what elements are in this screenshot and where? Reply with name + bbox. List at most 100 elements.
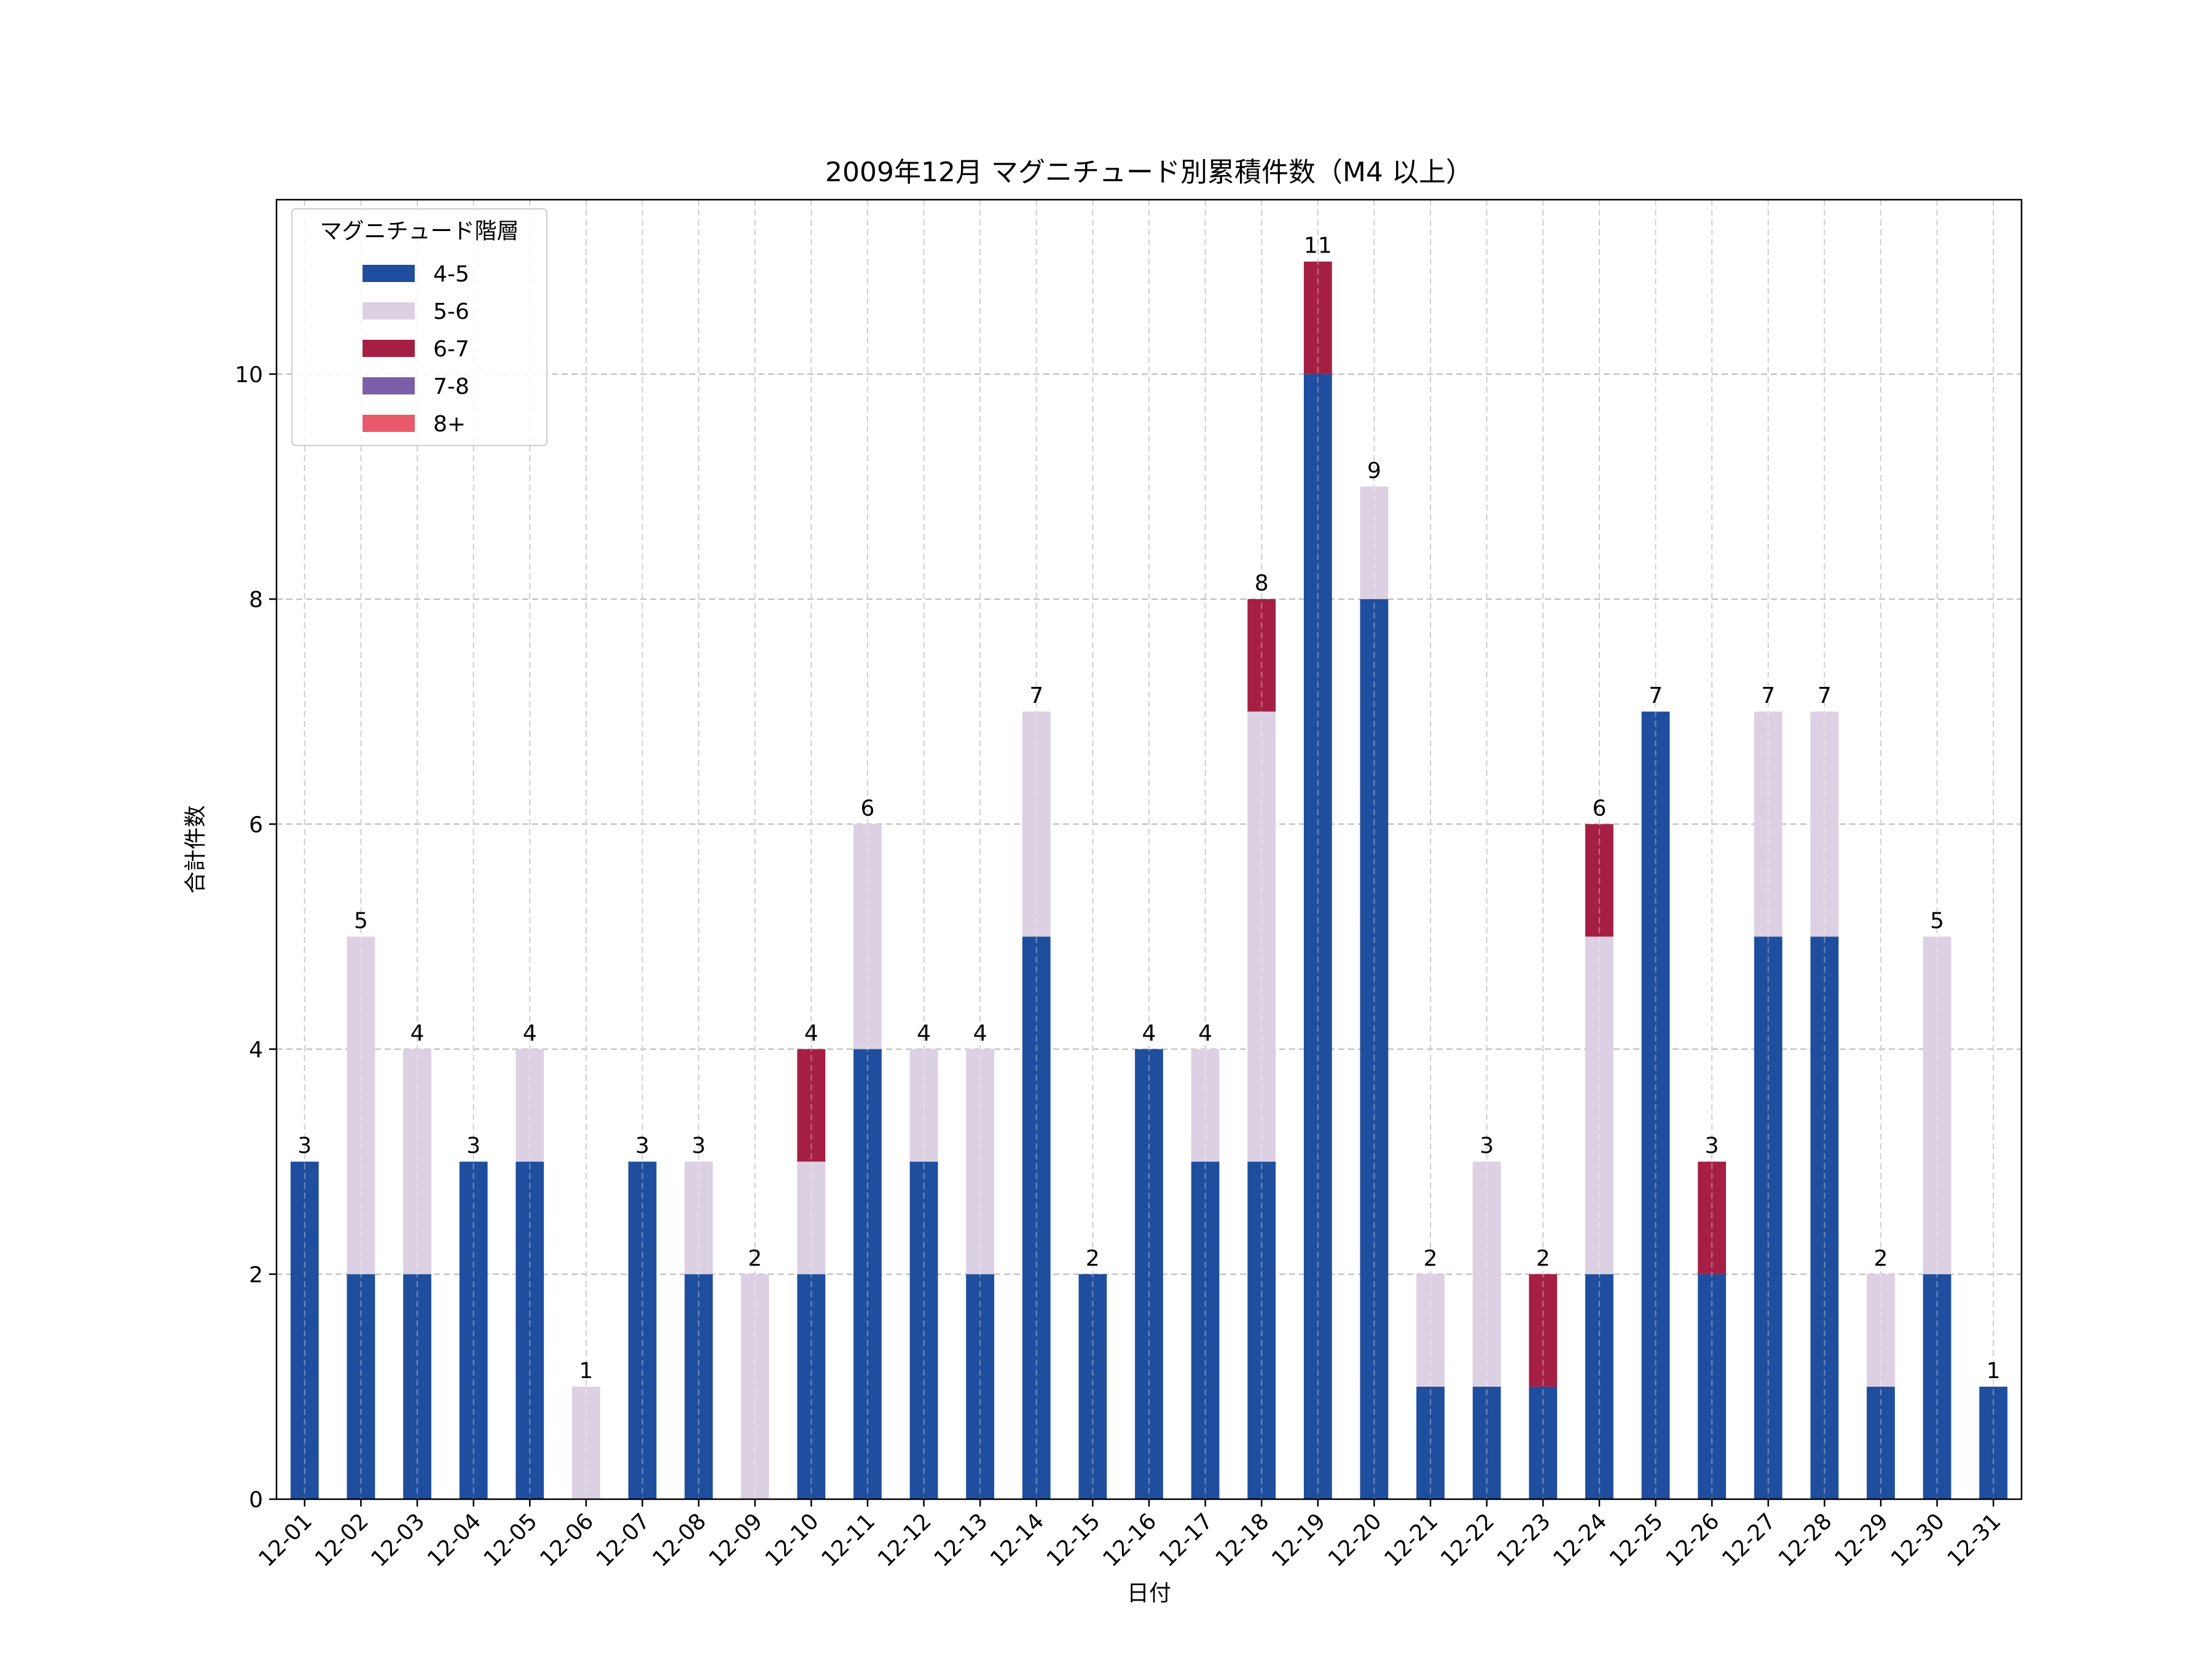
bar-total-label: 5: [354, 908, 368, 933]
bar-segment-6-7: [1585, 824, 1614, 937]
bar-segment-4-5: [1923, 1274, 1951, 1499]
bar-segment-4-5: [1416, 1386, 1445, 1499]
bar-total-label: 4: [973, 1021, 987, 1046]
bar-segment-6-7: [797, 1049, 826, 1162]
y-tick-label: 10: [235, 363, 263, 388]
bar-segment-5-6: [1867, 1274, 1895, 1387]
bar-total-label: 2: [1424, 1246, 1438, 1271]
bar-segment-4-5: [290, 1161, 319, 1499]
bar-segment-5-6: [1022, 711, 1051, 937]
bar-total-label: 4: [523, 1021, 537, 1046]
x-axis-label: 日付: [1127, 1581, 1171, 1606]
bar-segment-4-5: [1585, 1274, 1614, 1499]
bar-total-label: 2: [1536, 1246, 1550, 1271]
bar-segment-4-5: [1979, 1386, 2008, 1499]
chart-title: 2009年12月 マグニチュード別累積件数（M4 以上）: [825, 157, 1473, 188]
bar-total-label: 3: [1705, 1134, 1719, 1159]
bar-segment-5-6: [853, 824, 882, 1049]
bar-total-label: 4: [410, 1021, 425, 1046]
bar-total-label: 3: [635, 1134, 649, 1159]
bar-segment-4-5: [1078, 1274, 1107, 1499]
bar-segment-4-5: [1529, 1386, 1558, 1499]
legend-label-6-7: 6-7: [433, 337, 469, 362]
y-axis-label: 合計件数: [183, 805, 208, 893]
bar-segment-4-5: [459, 1161, 488, 1499]
y-tick-label: 4: [249, 1038, 263, 1063]
bar-total-label: 3: [466, 1134, 480, 1159]
bar-total-label: 2: [1086, 1246, 1100, 1271]
bar-segment-5-6: [1360, 486, 1389, 600]
bar-segment-5-6: [403, 1049, 431, 1274]
bar-segment-4-5: [1191, 1161, 1220, 1499]
bar-segment-5-6: [1247, 711, 1276, 1162]
bar-total-label: 1: [1986, 1358, 2001, 1384]
bar-total-label: 6: [860, 796, 874, 821]
legend-title: マグニチュード階層: [320, 219, 519, 244]
legend-label-8+: 8+: [433, 412, 466, 437]
bar-total-label: 3: [1480, 1134, 1494, 1159]
bar-total-label: 9: [1367, 458, 1381, 484]
bar-total-label: 4: [917, 1021, 931, 1046]
bar-segment-5-6: [1923, 936, 1951, 1274]
bar-segment-4-5: [797, 1274, 826, 1499]
bar-total-label: 2: [748, 1246, 762, 1271]
bar-segment-5-6: [740, 1274, 769, 1499]
bar-segment-4-5: [684, 1274, 713, 1499]
legend-items: 4-5 5-6 6-7 7-8 8+: [363, 262, 469, 437]
bar-total-label: 6: [1592, 796, 1606, 821]
bar-segment-6-7: [1303, 261, 1332, 374]
bar-segment-4-5: [628, 1161, 657, 1499]
bar-segment-4-5: [1810, 936, 1839, 1499]
legend-box: [291, 208, 547, 446]
y-tick-label: 6: [249, 812, 263, 837]
legend-swatch-6-7: [363, 340, 415, 357]
bar-segment-4-5: [1022, 936, 1051, 1499]
bar-total-label: 3: [692, 1134, 706, 1159]
bar-total-label: 7: [1029, 683, 1043, 708]
bar-segment-4-5: [1360, 599, 1389, 1499]
bar-segment-4-5: [1472, 1386, 1501, 1499]
bar-segment-4-5: [853, 1049, 882, 1499]
legend-swatch-8+: [363, 415, 415, 432]
bar-total-label: 3: [297, 1134, 312, 1159]
bar-total-label: 4: [1142, 1021, 1156, 1046]
legend-label-5-6: 5-6: [433, 299, 469, 324]
bar-segment-5-6: [797, 1161, 826, 1274]
bar-segment-5-6: [347, 936, 375, 1274]
bar-total-label: 11: [1304, 233, 1332, 259]
bar-total-label: 8: [1255, 571, 1269, 596]
legend-swatch-4-5: [363, 265, 415, 282]
bar-segment-4-5: [1754, 936, 1783, 1499]
bar-segment-4-5: [966, 1274, 995, 1499]
bar-segment-5-6: [1754, 711, 1783, 937]
bars-layer: [290, 200, 2008, 1499]
bar-segment-4-5: [909, 1161, 938, 1499]
bar-segment-4-5: [1303, 374, 1332, 1499]
y-tick-label: 2: [249, 1263, 263, 1288]
bar-segment-6-7: [1698, 1161, 1727, 1274]
bar-segment-6-7: [1247, 599, 1276, 712]
bar-total-label: 7: [1818, 683, 1832, 708]
legend-label-7-8: 7-8: [433, 374, 469, 399]
data-labels-layer: 3 5 4 3 4 1 3 3 2 4 6 4 4 7 2 4 4 8 11 9 2 3 2 6 7 3 7 7 2 5 1: [297, 233, 2000, 1384]
y-tick-label: 0: [249, 1488, 263, 1513]
bar-segment-5-6: [1472, 1161, 1501, 1387]
bar-total-label: 7: [1761, 683, 1775, 708]
legend-swatch-7-8: [363, 377, 415, 394]
bar-segment-4-5: [516, 1161, 544, 1499]
bar-segment-5-6: [571, 1386, 600, 1499]
bar-segment-4-5: [1698, 1274, 1727, 1499]
bar-segment-5-6: [1191, 1049, 1220, 1162]
bar-segment-5-6: [966, 1049, 995, 1274]
y-tick-label: 8: [249, 587, 263, 613]
bar-total-label: 2: [1874, 1246, 1888, 1271]
bar-segment-6-7: [1529, 1274, 1558, 1387]
bar-segment-5-6: [1810, 711, 1839, 937]
bar-segment-4-5: [1135, 1049, 1163, 1499]
bar-total-label: 5: [1930, 908, 1944, 933]
legend-label-4-5: 4-5: [433, 262, 469, 287]
bar-segment-5-6: [684, 1161, 713, 1274]
bar-total-label: 7: [1649, 683, 1663, 708]
